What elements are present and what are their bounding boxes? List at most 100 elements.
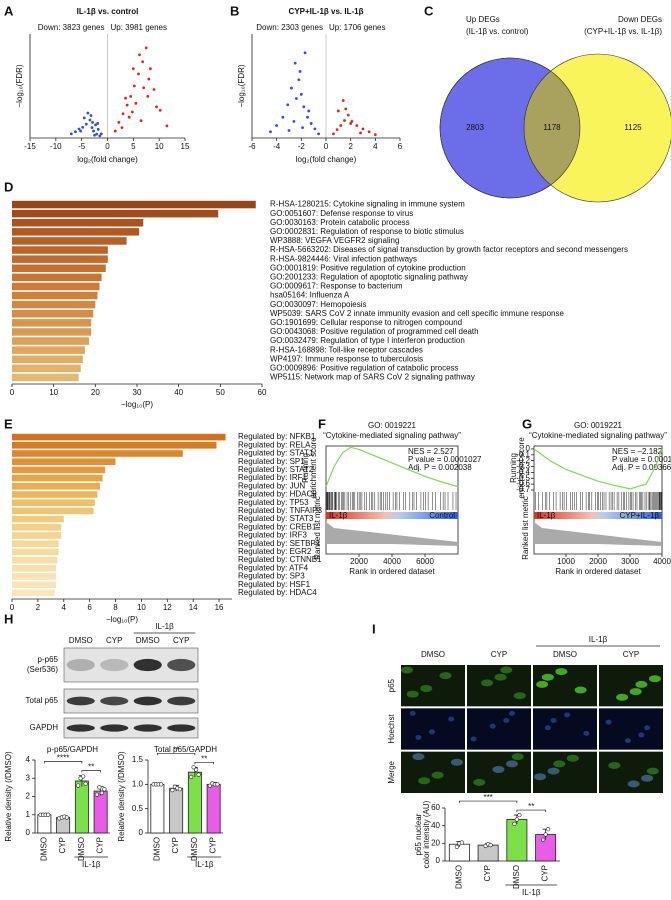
group-label: IL-1β — [589, 635, 608, 644]
point — [83, 781, 88, 786]
band — [100, 724, 129, 732]
x-axis-label: Rank in ordered dataset — [349, 567, 435, 576]
x-tick-label: 0 — [10, 388, 15, 397]
x-tick-label: -5 — [78, 142, 86, 151]
y-tick-label: -0.3 — [516, 462, 530, 471]
point — [155, 105, 158, 109]
lane-label: DMSO — [136, 636, 160, 645]
group-label: IL-1β — [537, 511, 556, 520]
x-tick-label: 12 — [163, 603, 172, 612]
category-label: Regulated by: STAT2 — [238, 465, 314, 474]
x-tick-label: 15 — [181, 142, 190, 151]
x-tick-label: -10 — [50, 142, 62, 151]
cell — [481, 679, 494, 687]
panel-letter: E — [4, 416, 13, 431]
cell — [500, 666, 513, 674]
x-tick-label: 2 — [348, 142, 353, 151]
y-tick-label: 0 — [26, 828, 31, 837]
y-tick-label: 60 — [431, 803, 440, 812]
point — [303, 51, 307, 55]
bar — [477, 844, 499, 862]
x-tick-label: 4000 — [383, 557, 401, 566]
point — [74, 130, 77, 134]
category-label: Regulated by: HSF1 — [238, 580, 311, 589]
category-label: GO:1901699: Cellular response to nitroge… — [270, 318, 462, 327]
point — [287, 129, 291, 132]
row-label: p65 — [387, 678, 396, 692]
group-label: IL-1β — [522, 888, 541, 897]
group-label: IL-1β — [82, 860, 101, 869]
y-axis-label: enrichment score — [517, 437, 526, 499]
row-label: Total p65 — [26, 696, 59, 705]
category-label: Regulated by: EGR2 — [238, 547, 312, 556]
point — [292, 119, 296, 123]
point — [113, 129, 117, 133]
x-tick-label: 10 — [155, 142, 164, 151]
stat-label: Adj. P = 0.003662 — [612, 463, 671, 472]
bar — [12, 581, 56, 588]
x-tick-label: 6 — [87, 603, 92, 612]
category-label: GO:0009617: Response to bacterium — [270, 282, 403, 291]
category-label: GO:0002831: Regulation of response to bi… — [270, 227, 464, 236]
band — [167, 696, 196, 706]
y-axis-label: enrichment score — [309, 437, 318, 499]
set-subtitle: (CYP+IL-1β vs. IL-1β) — [584, 27, 662, 36]
cell — [564, 712, 571, 718]
band — [100, 658, 129, 672]
cell — [553, 760, 566, 768]
x-tick-label: 60 — [258, 388, 267, 397]
chart-title: Total p65/GAPDH — [154, 745, 217, 754]
point — [286, 103, 290, 107]
micrograph — [599, 751, 663, 793]
significance-bracket — [194, 761, 214, 765]
y-tick-label: -0.2 — [516, 456, 530, 465]
bar — [12, 200, 256, 209]
bar — [12, 355, 83, 363]
y-axis-label: Ranked list metric — [313, 496, 322, 560]
category-label: CYP — [209, 837, 218, 853]
bar — [12, 573, 56, 580]
legend-label: Up: 1706 genes — [329, 23, 386, 32]
point — [79, 129, 83, 133]
category-label: WP4197: Immune response to tuberculosis — [270, 354, 423, 363]
enrichment-line — [533, 448, 663, 490]
y-tick-label: 0.5 — [132, 804, 144, 813]
y-tick-label: 0 — [139, 828, 144, 837]
point — [317, 132, 320, 136]
band — [66, 724, 95, 732]
category-label: GO:0001819: Positive regulation of cytok… — [270, 263, 466, 272]
point — [339, 124, 343, 127]
bar — [506, 819, 528, 862]
y-axis-label: Relative density (/DMSO) — [4, 751, 13, 842]
significance-bracket — [44, 761, 83, 764]
point — [196, 772, 201, 777]
point — [309, 122, 313, 125]
blot-panel — [63, 717, 199, 739]
y-tick-label: -0.7 — [516, 485, 530, 494]
y-axis-label: −log₁₀(FDR) — [15, 64, 24, 107]
bar — [12, 474, 103, 482]
rank-strip — [534, 512, 662, 519]
point — [207, 783, 212, 788]
point — [134, 101, 138, 105]
micrograph — [533, 751, 597, 793]
cell — [646, 767, 659, 775]
significance-label: **** — [57, 754, 69, 763]
x-tick-label: 2000 — [589, 557, 607, 566]
y-tick-label: -0.5 — [516, 473, 530, 482]
x-axis-label: Rank in ordered dataset — [555, 567, 641, 576]
stat-label: NES = 2.527 — [408, 447, 454, 456]
row-label: GAPDH — [30, 723, 59, 732]
bar — [12, 442, 217, 449]
bar — [12, 433, 226, 441]
category-label: CYP — [483, 865, 492, 881]
point — [336, 109, 340, 113]
point — [281, 115, 285, 119]
venn-outline — [439, 57, 581, 199]
point — [306, 115, 309, 119]
point — [341, 99, 345, 102]
point — [76, 783, 81, 788]
x-tick-label: 5 — [131, 142, 136, 151]
point — [102, 787, 107, 792]
point — [307, 109, 311, 113]
